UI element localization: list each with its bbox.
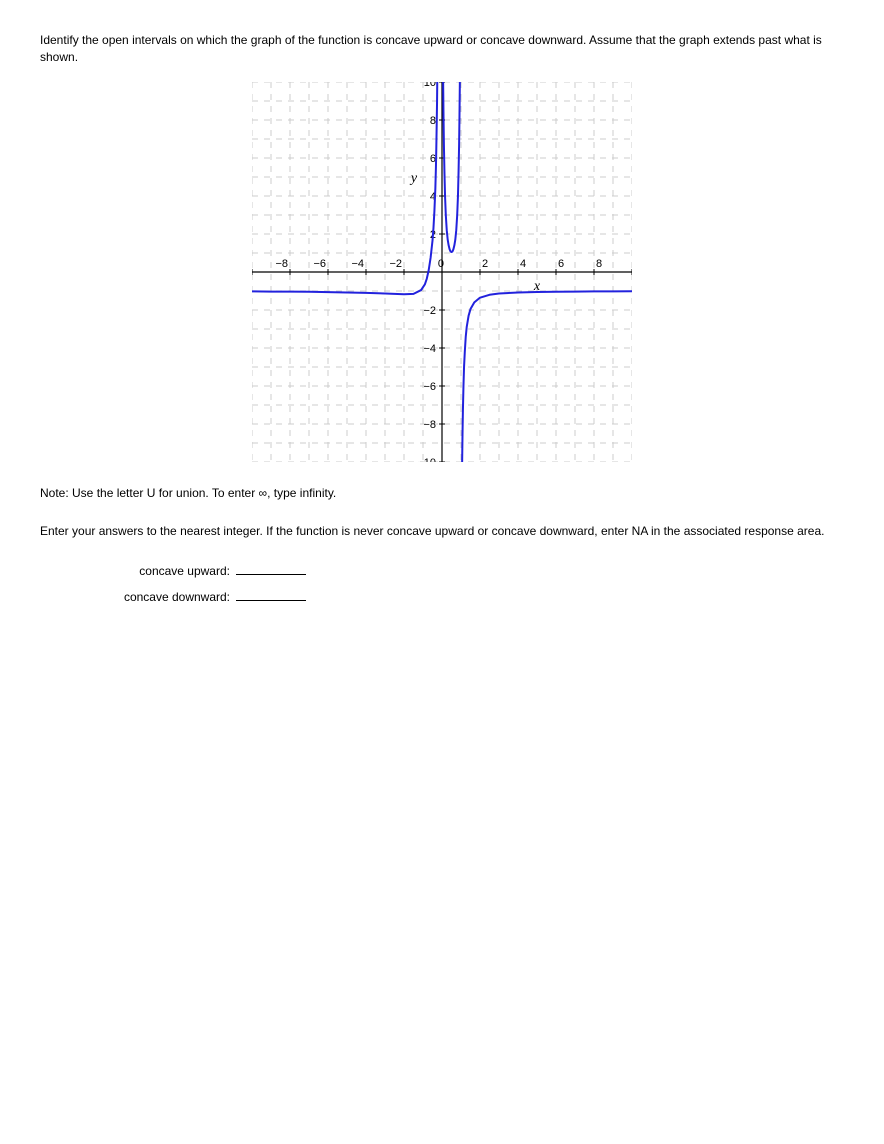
- svg-text:8: 8: [596, 258, 602, 270]
- concave-downward-label: concave downward:: [100, 590, 236, 604]
- svg-text:y: y: [409, 171, 418, 186]
- svg-text:6: 6: [558, 258, 564, 270]
- svg-text:4: 4: [520, 258, 526, 270]
- question-text: Identify the open intervals on which the…: [40, 32, 844, 66]
- svg-text:−8: −8: [275, 258, 288, 270]
- answer-row-upward: concave upward:: [100, 562, 844, 578]
- svg-text:−6: −6: [313, 258, 326, 270]
- svg-text:0: 0: [438, 258, 444, 270]
- instruction-text: Enter your answers to the nearest intege…: [40, 524, 844, 538]
- note-text: Note: Use the letter U for union. To ent…: [40, 486, 844, 500]
- svg-text:−2: −2: [389, 258, 402, 270]
- svg-text:8: 8: [430, 115, 436, 127]
- svg-text:10: 10: [424, 82, 436, 89]
- answer-row-downward: concave downward:: [100, 588, 844, 604]
- svg-text:−2: −2: [423, 305, 436, 317]
- function-plot: −10−8−6−4−20246810−10−8−6−4−2246810xy: [252, 82, 632, 462]
- concave-upward-label: concave upward:: [100, 564, 236, 578]
- svg-text:−4: −4: [351, 258, 364, 270]
- svg-text:−8: −8: [423, 419, 436, 431]
- svg-text:−4: −4: [423, 343, 436, 355]
- svg-text:2: 2: [482, 258, 488, 270]
- chart-container: −10−8−6−4−20246810−10−8−6−4−2246810xy: [40, 82, 844, 462]
- svg-text:−10: −10: [417, 457, 436, 462]
- concave-downward-input[interactable]: [236, 588, 306, 601]
- svg-text:−6: −6: [423, 381, 436, 393]
- concave-upward-input[interactable]: [236, 562, 306, 575]
